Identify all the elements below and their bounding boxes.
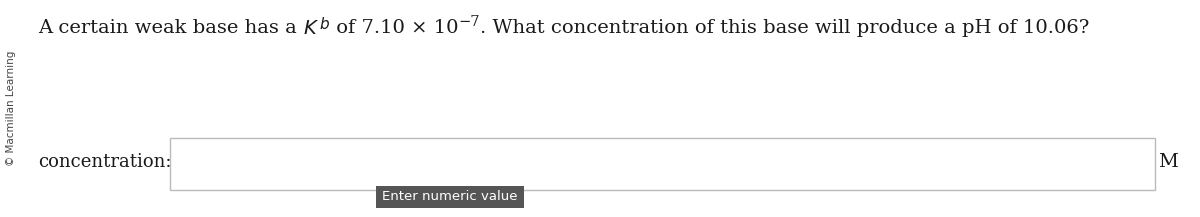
Text: . What concentration of this base will produce a pH of 10.06?: . What concentration of this base will p… <box>480 19 1090 37</box>
Text: −7: −7 <box>458 15 480 29</box>
Bar <box>170 138 1154 190</box>
Text: © Macmillan Learning: © Macmillan Learning <box>6 51 16 166</box>
Text: $b$: $b$ <box>319 16 330 32</box>
Text: Enter numeric value: Enter numeric value <box>383 191 517 204</box>
Text: A certain weak base has a: A certain weak base has a <box>38 19 302 37</box>
Bar <box>376 186 524 208</box>
Text: $K$: $K$ <box>302 18 319 38</box>
Text: M: M <box>1158 153 1178 171</box>
Text: concentration:: concentration: <box>38 153 172 171</box>
Text: of 7.10 × 10: of 7.10 × 10 <box>330 19 458 37</box>
